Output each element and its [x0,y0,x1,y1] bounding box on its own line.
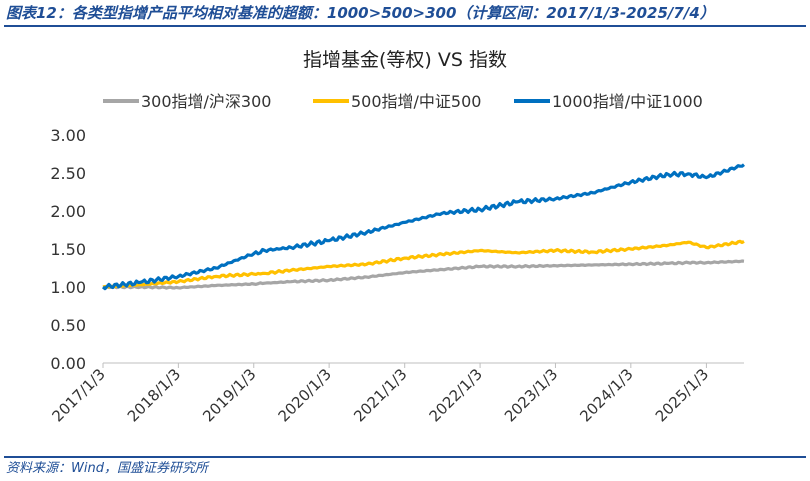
series-line-3 [102,163,745,291]
chart-title: 指增基金(等权) VS 指数 [303,49,507,71]
x-axis: 2017/1/3 2018/1/3 2019/1/3 2020/1/3 2021/1/3… [48,362,744,425]
source-rule [4,456,806,458]
x-tick-label: 2020/1/3 [275,365,335,425]
series-line-1 [102,259,745,290]
x-tick-label: 2019/1/3 [199,365,259,425]
legend: 300指增/沪深300 500指增/中证500 1000指增/中证1000 [103,92,703,111]
legend-label: 1000指增/中证1000 [552,92,703,111]
y-tick-label: 1.00 [50,278,86,297]
x-tick-label: 2025/1/3 [652,365,712,425]
figure-title: 图表12：各类型指增产品平均相对基准的超额：1000>500>300（计算区间：… [6,4,715,22]
y-tick-label: 0.00 [50,354,86,373]
title-rule [4,25,806,27]
x-tick-label: 2017/1/3 [48,365,108,425]
x-tick-label: 2023/1/3 [501,365,561,425]
x-tick-label: 2021/1/3 [350,365,410,425]
x-tick-label: 2024/1/3 [576,365,636,425]
x-tick-label: 2022/1/3 [426,365,486,425]
series-line-2 [102,239,745,289]
y-tick-label: 0.50 [50,316,86,335]
x-tick-label: 2018/1/3 [124,365,184,425]
legend-label: 500指增/中证500 [351,92,481,111]
y-axis: 0.00 0.50 1.00 1.50 2.00 2.50 3.00 [50,126,86,373]
source-note: 资料来源：Wind，国盛证券研究所 [6,461,208,476]
plot-area [102,163,745,291]
y-tick-label: 3.00 [50,126,86,145]
legend-label: 300指增/沪深300 [141,92,271,111]
y-tick-label: 2.50 [50,164,86,183]
y-tick-label: 1.50 [50,240,86,259]
y-tick-label: 2.00 [50,202,86,221]
line-chart: 指增基金(等权) VS 指数 300指增/沪深300 500指增/中证500 100… [48,49,745,425]
